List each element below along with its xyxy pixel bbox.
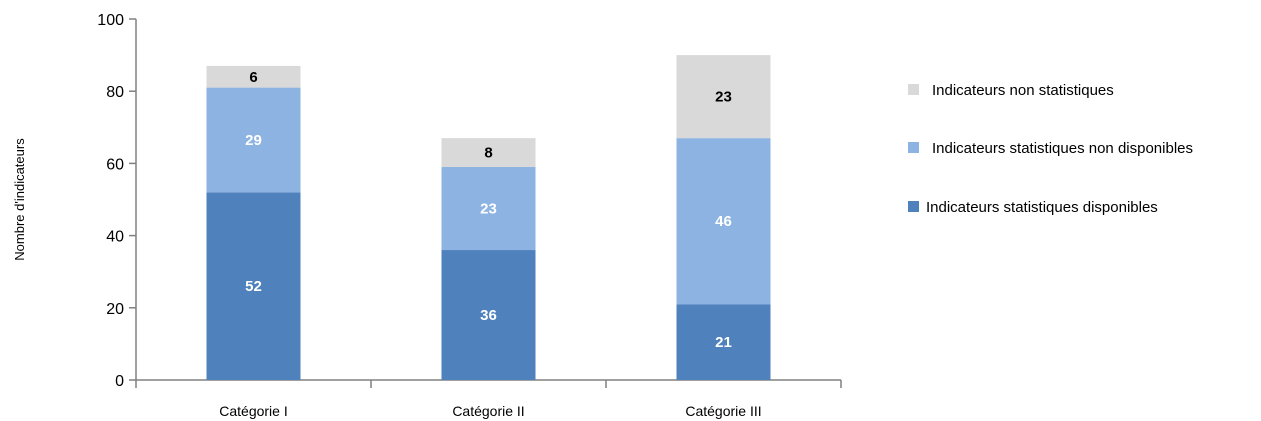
- x-tick-label-categorie-ii: Catégorie II: [452, 403, 524, 419]
- bar-categorie-i-indicateurs-statistiques-disponibles: [206, 192, 301, 380]
- bar-categorie-ii-indicateurs-statistiques-disponibles: [441, 250, 536, 380]
- x-tick-label-categorie-i: Catégorie I: [219, 403, 287, 419]
- bar-stack-categorie-ii: 36 23 8: [441, 138, 536, 380]
- x-tick-label-categorie-iii: Catégorie III: [685, 403, 761, 419]
- legend-label: Indicateurs statistiques non disponibles: [932, 140, 1193, 157]
- data-label: 23: [715, 89, 732, 106]
- data-label: 46: [715, 213, 732, 230]
- y-tick-label: 100: [97, 12, 124, 29]
- legend-item-indicateurs-statistiques-disponibles: Indicateurs statistiques disponibles: [908, 199, 1158, 216]
- y-tick-label: 0: [115, 373, 124, 390]
- bar-categorie-iii-indicateurs-non-statistiques: [676, 55, 771, 139]
- bar-categorie-i-indicateurs-non-statistiques: [206, 65, 301, 88]
- legend-label: Indicateurs statistiques disponibles: [926, 199, 1158, 216]
- data-label: 29: [245, 132, 262, 149]
- data-label: 23: [480, 201, 497, 218]
- bar-categorie-i-indicateurs-statistiques-non-disponibles: [206, 87, 301, 193]
- bar-categorie-ii-indicateurs-statistiques-non-disponibles: [441, 167, 536, 251]
- data-label: 52: [245, 278, 262, 295]
- y-tick-label: 40: [106, 229, 124, 246]
- data-label: 36: [480, 307, 497, 324]
- bars: 52 29 6 36 23 8 21 46 23: [206, 55, 771, 380]
- y-axis-title: Nombre d'indicateurs: [12, 138, 27, 261]
- y-axis-title-text: Nombre d'indicateurs: [12, 138, 27, 261]
- data-label: 6: [249, 69, 257, 86]
- y-tick-label: 60: [106, 156, 124, 173]
- data-label: 21: [715, 334, 732, 351]
- legend: Indicateurs non statistiques Indicateurs …: [908, 82, 1193, 216]
- bar-categorie-iii-indicateurs-statistiques-non-disponibles: [676, 138, 771, 305]
- legend-item-indicateurs-statistiques-non-disponibles: Indicateurs statistiques non disponibles: [908, 140, 1193, 157]
- bar-stack-categorie-iii: 21 46 23: [676, 55, 771, 380]
- legend-label: Indicateurs non statistiques: [932, 82, 1114, 99]
- legend-swatch: [908, 84, 919, 95]
- bar-stack-categorie-i: 52 29 6: [206, 65, 301, 380]
- legend-swatch: [908, 201, 919, 212]
- x-axis: Catégorie I Catégorie II Catégorie III: [135, 379, 842, 419]
- y-tick-label: 20: [106, 301, 124, 318]
- bar-categorie-iii-indicateurs-statistiques-disponibles: [676, 304, 771, 380]
- legend-item-indicateurs-non-statistiques: Indicateurs non statistiques: [908, 82, 1114, 99]
- y-tick-label: 80: [106, 84, 124, 101]
- y-axis: 0 20 40 60 80 100: [97, 12, 137, 390]
- data-label: 8: [484, 145, 492, 162]
- legend-swatch: [908, 142, 919, 153]
- bar-categorie-ii-indicateurs-non-statistiques: [441, 138, 536, 168]
